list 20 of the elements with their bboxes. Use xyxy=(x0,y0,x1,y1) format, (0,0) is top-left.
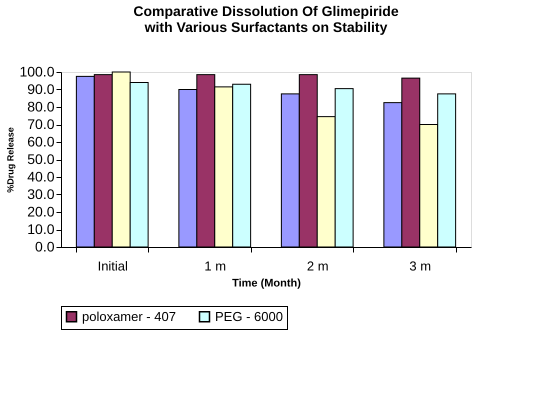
y-tick-label: 0.0 xyxy=(35,238,55,254)
y-tick-label: 90.0 xyxy=(27,81,55,97)
legend-label: PEG - 6000 xyxy=(215,308,283,324)
y-tick-label: 40.0 xyxy=(27,168,55,184)
y-axis-title: %Drug Release xyxy=(5,127,16,193)
x-tick-label: Initial xyxy=(98,258,128,274)
x-tick-label: 3 m xyxy=(409,258,432,274)
y-tick-label: 100.0 xyxy=(19,64,55,80)
x-tick-label: 2 m xyxy=(306,258,329,274)
x-tick-label: 1 m xyxy=(204,258,226,274)
y-tick-label: 10.0 xyxy=(27,221,55,237)
legend-label: poloxamer - 407 xyxy=(82,308,176,324)
chart-title: Comparative Dissolution Of Glimepiride with Various Surfactants on Stability xyxy=(133,3,399,35)
y-tick-label: 80.0 xyxy=(27,98,55,114)
x-axis-title: Time (Month) xyxy=(232,278,302,290)
y-tick-label: 30.0 xyxy=(27,186,55,202)
y-tick-label: 20.0 xyxy=(27,204,55,220)
y-tick-label: 50.0 xyxy=(27,151,55,167)
y-tick-label: 70.0 xyxy=(27,116,55,132)
y-tick-label: 60.0 xyxy=(27,134,55,150)
